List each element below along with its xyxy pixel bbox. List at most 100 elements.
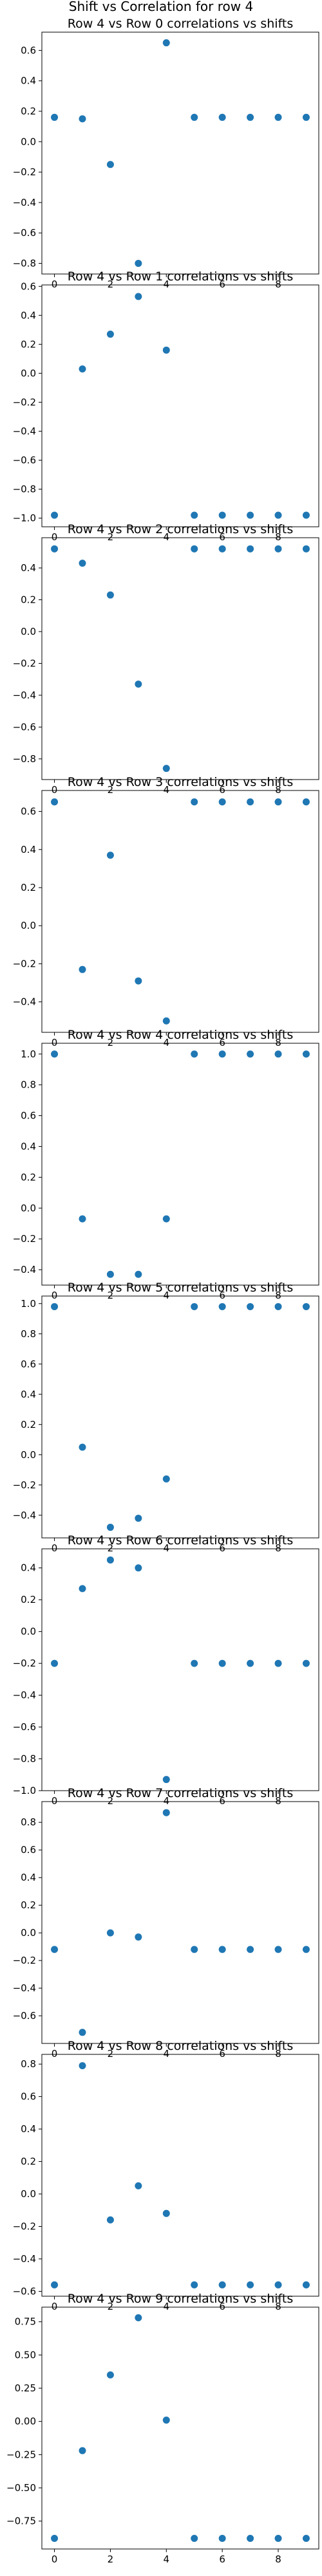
x-tick-label: 6 — [219, 784, 225, 796]
data-point — [106, 852, 114, 859]
data-point — [51, 2534, 59, 2542]
data-point — [218, 1302, 226, 1310]
y-tick-label: 0.50 — [15, 2349, 36, 2361]
data-point — [218, 2534, 226, 2542]
panel-title: Row 4 vs Row 4 correlations vs shifts — [68, 1028, 294, 1042]
data-point — [79, 2062, 86, 2070]
data-point — [218, 511, 226, 519]
data-point — [79, 115, 86, 123]
data-point — [247, 113, 254, 121]
y-tick-label: 0.4 — [21, 1562, 36, 1574]
x-tick-label: 8 — [275, 2301, 281, 2312]
y-tick-label: 0.6 — [21, 1110, 36, 1122]
axes-frame — [41, 284, 319, 527]
x-tick-label: 2 — [108, 531, 114, 543]
x-tick-label: 0 — [52, 279, 58, 290]
data-point — [135, 977, 142, 985]
x-tick-label: 6 — [219, 1290, 225, 1301]
data-point — [135, 293, 142, 300]
data-point — [191, 2534, 198, 2542]
data-point — [191, 545, 198, 553]
data-point — [51, 1050, 59, 1058]
data-point — [274, 1302, 282, 1310]
data-point — [302, 545, 310, 553]
y-tick-label: 0.6 — [21, 2091, 36, 2103]
y-tick-label: 0.2 — [21, 1899, 36, 1911]
y-tick-label: −1.0 — [13, 1785, 36, 1796]
x-tick-label: 4 — [164, 1795, 170, 1807]
x-tick-label: 8 — [275, 279, 281, 290]
data-point — [191, 113, 198, 121]
x-tick-label: 2 — [108, 1290, 114, 1301]
y-tick-label: 0.8 — [21, 1328, 36, 1340]
y-tick-label: 0.6 — [21, 1358, 36, 1370]
y-tick-label: 0.2 — [21, 1171, 36, 1183]
y-tick-label: 0.2 — [21, 1419, 36, 1430]
panel-title: Row 4 vs Row 7 correlations vs shifts — [68, 1786, 294, 1800]
axes-frame — [41, 790, 319, 1033]
data-point — [162, 1809, 170, 1816]
data-point — [162, 2416, 170, 2424]
data-point — [162, 1475, 170, 1483]
figure-suptitle: Shift vs Correlation for row 4 — [69, 0, 253, 14]
data-point — [191, 2281, 198, 2288]
x-tick-label: 8 — [275, 1542, 281, 1554]
y-tick-label: −0.6 — [13, 454, 36, 466]
data-point — [162, 346, 170, 354]
data-point — [162, 1017, 170, 1025]
y-tick-label: 0.0 — [21, 920, 36, 931]
data-point — [302, 113, 310, 121]
data-point — [302, 1302, 310, 1310]
x-tick-label: 6 — [219, 2301, 225, 2312]
x-tick-label: 0 — [52, 2048, 58, 2060]
y-tick-label: 0.4 — [21, 2123, 36, 2135]
panel-2: Row 4 vs Row 2 correlations vs shifts −0.… — [13, 522, 319, 796]
x-tick-label: 6 — [219, 279, 225, 290]
x-tick-label: 0 — [52, 2301, 58, 2312]
y-tick-label: 0.0 — [21, 1449, 36, 1461]
data-point — [135, 681, 142, 688]
x-tick-label: 4 — [164, 279, 170, 290]
panel-title: Row 4 vs Row 0 correlations vs shifts — [68, 17, 294, 31]
data-point — [135, 2182, 142, 2189]
y-tick-label: 0.8 — [21, 1816, 36, 1828]
x-tick-label: 6 — [219, 1542, 225, 1554]
y-tick-label: 1.0 — [21, 1298, 36, 1310]
data-point — [79, 1443, 86, 1451]
data-point — [247, 545, 254, 553]
data-point — [274, 798, 282, 806]
data-point — [191, 511, 198, 519]
y-tick-label: −0.2 — [13, 2220, 36, 2232]
x-tick-label: 8 — [275, 2048, 281, 2060]
x-tick-label: 0 — [52, 1795, 58, 1807]
x-tick-label: 4 — [164, 2048, 170, 2060]
x-tick-label: 2 — [108, 279, 114, 290]
y-tick-label: 0.00 — [15, 2416, 36, 2427]
data-point — [162, 39, 170, 47]
data-point — [51, 798, 59, 806]
x-tick-label: 4 — [164, 1542, 170, 1554]
y-tick-label: −0.8 — [13, 257, 36, 269]
y-tick-label: 0.75 — [15, 2316, 36, 2328]
data-point — [51, 545, 59, 553]
x-tick-label: 8 — [275, 2553, 281, 2565]
data-point — [162, 2209, 170, 2217]
data-point — [162, 1776, 170, 1784]
x-tick-label: 2 — [108, 2301, 114, 2312]
data-point — [79, 2029, 86, 2036]
y-tick-label: 0.4 — [21, 1140, 36, 1152]
data-point — [51, 113, 59, 121]
y-tick-label: 0.4 — [21, 844, 36, 855]
axes-frame — [41, 1295, 319, 1539]
data-point — [274, 545, 282, 553]
y-tick-label: −0.6 — [13, 2285, 36, 2297]
x-tick-label: 2 — [108, 2048, 114, 2060]
y-tick-label: 0.8 — [21, 1079, 36, 1091]
data-point — [247, 1946, 254, 1953]
y-tick-label: 0.4 — [21, 309, 36, 321]
data-point — [162, 765, 170, 772]
data-point — [302, 1946, 310, 1953]
y-tick-label: −0.4 — [13, 1510, 36, 1521]
y-tick-label: −0.6 — [13, 721, 36, 733]
